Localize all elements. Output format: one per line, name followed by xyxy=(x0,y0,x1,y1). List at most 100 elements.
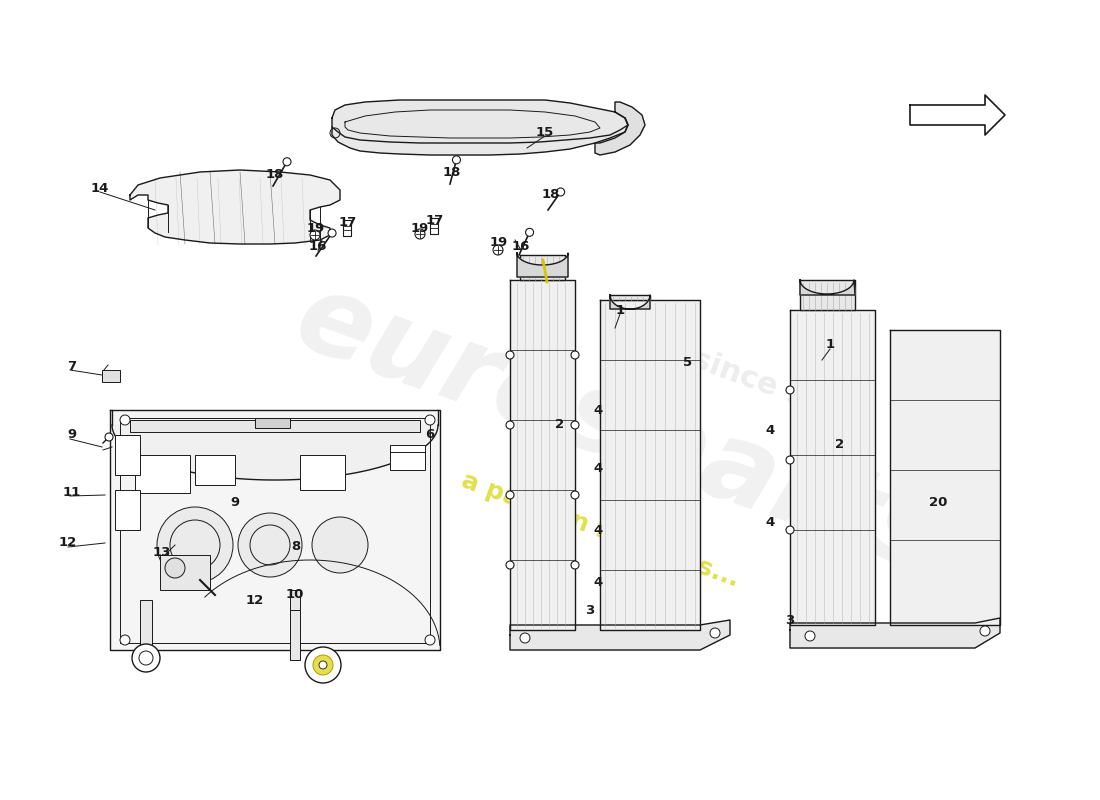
Circle shape xyxy=(710,628,720,638)
Circle shape xyxy=(165,558,185,578)
Bar xyxy=(195,455,235,485)
Circle shape xyxy=(328,229,337,237)
Text: 4: 4 xyxy=(766,517,774,530)
Text: 9: 9 xyxy=(230,495,240,509)
Bar xyxy=(140,600,152,645)
Circle shape xyxy=(506,351,514,359)
Circle shape xyxy=(506,491,514,499)
Text: 6: 6 xyxy=(426,427,434,441)
Circle shape xyxy=(557,188,564,196)
Text: 18: 18 xyxy=(443,166,461,179)
Polygon shape xyxy=(790,310,874,625)
Polygon shape xyxy=(610,295,650,309)
Text: 1: 1 xyxy=(615,303,625,317)
Circle shape xyxy=(786,386,794,394)
Text: 1: 1 xyxy=(825,338,835,351)
Bar xyxy=(430,218,438,234)
Polygon shape xyxy=(332,100,628,143)
Circle shape xyxy=(786,456,794,464)
Circle shape xyxy=(120,635,130,645)
Bar xyxy=(130,420,420,432)
Text: 19: 19 xyxy=(307,222,326,235)
Polygon shape xyxy=(520,255,565,280)
Text: 18: 18 xyxy=(542,189,560,202)
Text: 4: 4 xyxy=(593,403,603,417)
Circle shape xyxy=(120,415,130,425)
Polygon shape xyxy=(130,170,340,244)
Text: 7: 7 xyxy=(67,359,77,373)
Bar xyxy=(343,220,351,236)
Bar xyxy=(290,610,300,660)
Text: 10: 10 xyxy=(286,589,305,602)
Text: since 1985: since 1985 xyxy=(689,345,872,435)
Polygon shape xyxy=(510,620,730,650)
Circle shape xyxy=(805,631,815,641)
Circle shape xyxy=(571,421,579,429)
Circle shape xyxy=(571,351,579,359)
Bar xyxy=(290,590,300,635)
Polygon shape xyxy=(790,618,1000,648)
Text: a passion for parts...: a passion for parts... xyxy=(458,469,742,591)
Circle shape xyxy=(104,433,113,441)
Text: 19: 19 xyxy=(411,222,429,234)
Circle shape xyxy=(283,158,292,166)
Bar xyxy=(300,455,345,490)
Circle shape xyxy=(526,228,534,236)
Circle shape xyxy=(132,644,160,672)
Text: 12: 12 xyxy=(246,594,264,606)
Text: 4: 4 xyxy=(593,523,603,537)
Circle shape xyxy=(305,647,341,683)
Bar xyxy=(116,490,140,530)
Text: 20: 20 xyxy=(928,497,947,510)
Text: 18: 18 xyxy=(266,169,284,182)
Text: 13: 13 xyxy=(153,546,172,559)
Text: eurosparts: eurosparts xyxy=(282,263,958,597)
Text: 15: 15 xyxy=(536,126,554,138)
Polygon shape xyxy=(800,280,855,295)
Polygon shape xyxy=(610,295,650,300)
Polygon shape xyxy=(110,410,440,650)
Circle shape xyxy=(786,526,794,534)
Text: 2: 2 xyxy=(835,438,845,451)
Circle shape xyxy=(415,229,425,239)
Text: 19: 19 xyxy=(490,237,508,250)
Circle shape xyxy=(314,655,333,675)
Polygon shape xyxy=(595,102,645,155)
Text: 4: 4 xyxy=(766,423,774,437)
Text: 17: 17 xyxy=(339,215,358,229)
Bar xyxy=(135,455,190,493)
Circle shape xyxy=(980,626,990,636)
Circle shape xyxy=(310,230,320,240)
Bar xyxy=(116,435,140,475)
Circle shape xyxy=(571,491,579,499)
Circle shape xyxy=(520,633,530,643)
Circle shape xyxy=(506,421,514,429)
Text: 12: 12 xyxy=(59,537,77,550)
Text: 16: 16 xyxy=(309,241,327,254)
Polygon shape xyxy=(800,280,855,310)
Circle shape xyxy=(425,415,435,425)
Polygon shape xyxy=(910,95,1005,135)
Bar xyxy=(120,418,430,643)
Bar xyxy=(255,418,290,428)
Circle shape xyxy=(452,156,461,164)
Circle shape xyxy=(139,651,153,665)
Text: 16: 16 xyxy=(512,239,530,253)
Circle shape xyxy=(319,661,327,669)
Text: 14: 14 xyxy=(91,182,109,194)
Polygon shape xyxy=(600,300,700,630)
Circle shape xyxy=(238,513,302,577)
Text: 3: 3 xyxy=(585,603,595,617)
Bar xyxy=(102,370,120,382)
Polygon shape xyxy=(517,253,568,277)
Circle shape xyxy=(571,561,579,569)
Text: 17: 17 xyxy=(426,214,444,226)
Polygon shape xyxy=(332,100,628,155)
Circle shape xyxy=(493,245,503,255)
Text: 3: 3 xyxy=(785,614,794,626)
Text: 2: 2 xyxy=(556,418,564,431)
Bar xyxy=(390,445,425,470)
Circle shape xyxy=(425,635,435,645)
Circle shape xyxy=(157,507,233,583)
Circle shape xyxy=(506,561,514,569)
